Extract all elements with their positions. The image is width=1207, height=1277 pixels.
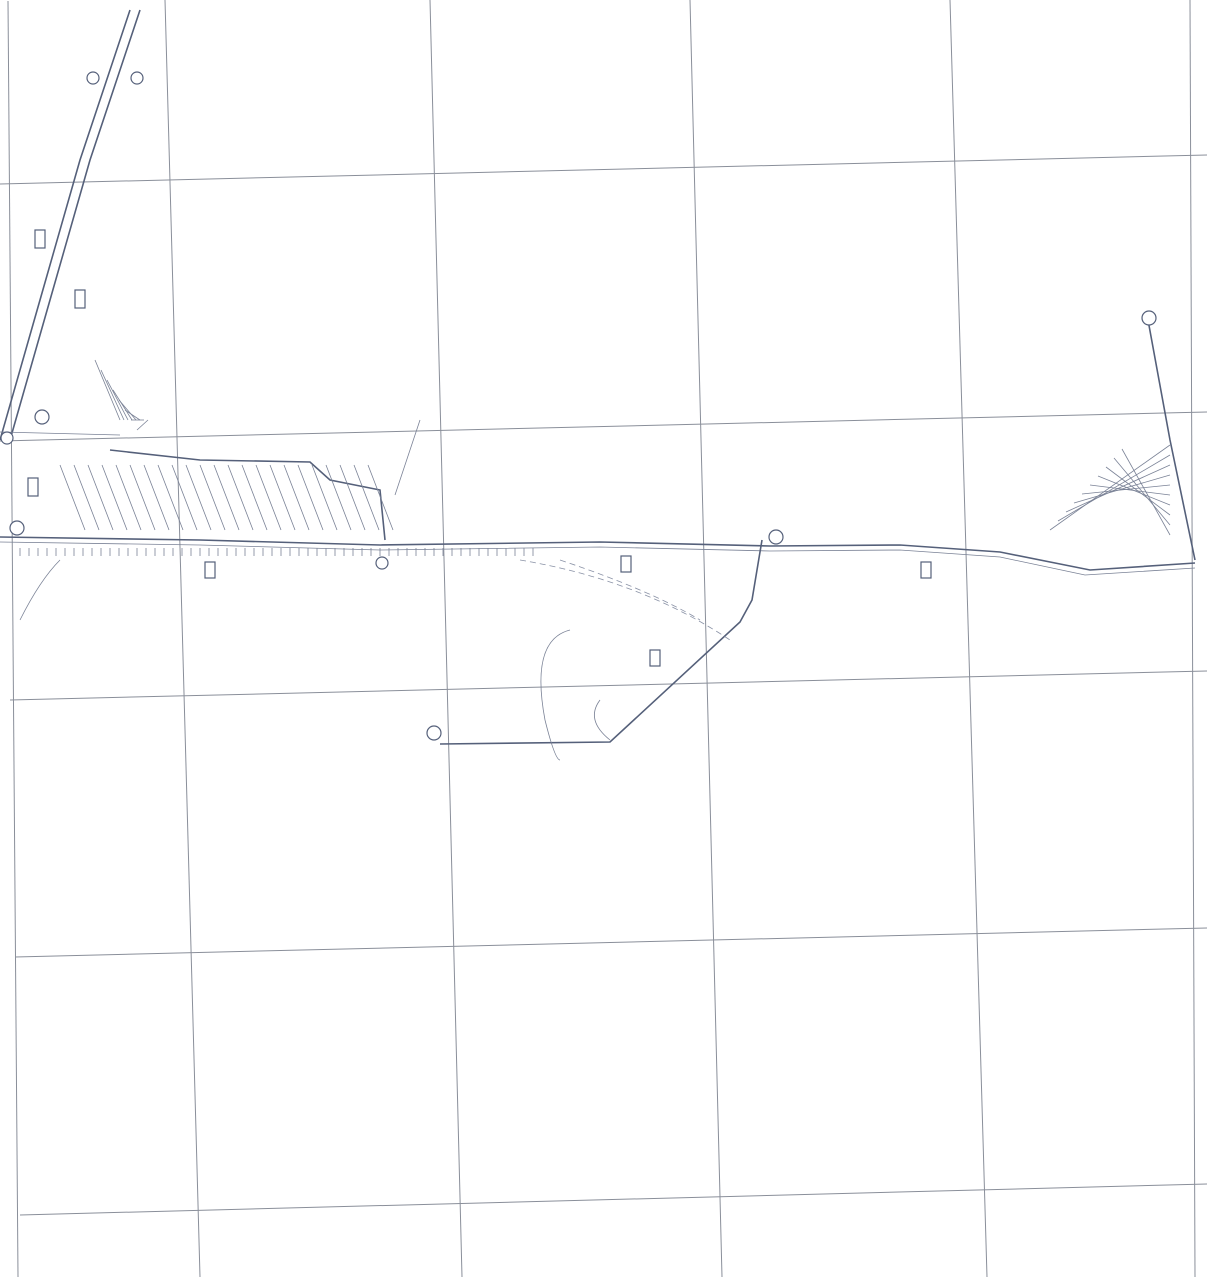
grid-line <box>19 1183 1207 1216</box>
hatch-line <box>94 359 121 421</box>
border-line <box>1189 0 1196 1277</box>
label-box <box>204 561 216 579</box>
grid-line <box>429 0 463 1277</box>
station-marker <box>130 71 144 85</box>
contour <box>593 699 611 741</box>
station-marker <box>9 520 25 536</box>
grid-line <box>164 0 201 1277</box>
label-box <box>620 555 632 573</box>
hatch-line <box>129 464 156 531</box>
hatch-line <box>255 464 282 531</box>
hatch-line <box>124 409 141 421</box>
hatch-line <box>199 464 226 531</box>
hatch-line <box>1089 484 1171 496</box>
contours <box>19 419 731 761</box>
label-box <box>920 561 932 579</box>
pipeline <box>0 536 1196 571</box>
route <box>0 9 1196 745</box>
grid-line <box>0 411 1207 442</box>
hatch-line <box>353 464 380 531</box>
road <box>0 9 131 441</box>
hatch-line <box>1097 475 1171 506</box>
callout <box>394 419 421 496</box>
contour <box>19 559 61 621</box>
stations <box>0 71 1157 741</box>
hatch-line <box>171 464 198 531</box>
contour <box>519 559 731 641</box>
hatch-line <box>1121 448 1171 536</box>
hatch-line <box>339 464 366 531</box>
hatch-line <box>73 464 100 531</box>
label-box <box>74 289 86 309</box>
hatch-line <box>87 464 114 531</box>
hatch-line <box>1113 457 1171 526</box>
hatch-line <box>213 464 240 531</box>
label-box <box>649 649 661 667</box>
hatch-line <box>115 464 142 531</box>
hatching <box>19 359 1171 556</box>
hatch-line <box>325 464 352 531</box>
station-marker <box>375 556 389 570</box>
hatch-line <box>118 399 137 421</box>
hatch-line <box>59 464 86 531</box>
station-marker <box>1141 310 1157 326</box>
hatch-line <box>101 464 128 531</box>
label-box <box>34 229 46 249</box>
contour <box>540 629 571 761</box>
station-marker <box>86 71 100 85</box>
contour <box>559 559 701 621</box>
grid-line <box>0 154 1207 185</box>
hatch-line <box>227 464 254 531</box>
hatch-line <box>157 464 184 531</box>
hatch-line <box>367 464 394 531</box>
hatch-line <box>112 389 133 421</box>
pipeline-branch <box>1147 319 1196 561</box>
label-box <box>27 477 39 497</box>
hatch-line <box>100 369 125 421</box>
station-marker <box>34 409 50 425</box>
hatch-line <box>143 464 170 531</box>
station-marker <box>768 529 784 545</box>
station-marker <box>426 725 442 741</box>
road <box>0 431 121 436</box>
hatch-line <box>241 464 268 531</box>
hatch-line <box>311 464 338 531</box>
grid-line <box>689 0 723 1277</box>
pipeline-branch <box>439 539 763 745</box>
hatch-line <box>106 379 129 421</box>
hatch-line <box>269 464 296 531</box>
grid-line <box>9 670 1207 701</box>
grid-line <box>949 0 988 1277</box>
hatch-line <box>1105 466 1171 516</box>
hatch-line <box>136 419 149 431</box>
grid-line <box>14 927 1207 958</box>
road <box>9 9 141 441</box>
station-marker <box>0 431 14 445</box>
border-line <box>7 0 19 1277</box>
hatch-line <box>283 464 310 531</box>
hatch-line <box>185 464 212 531</box>
hatch-line <box>297 464 324 531</box>
pipeline-edge <box>0 541 1196 576</box>
